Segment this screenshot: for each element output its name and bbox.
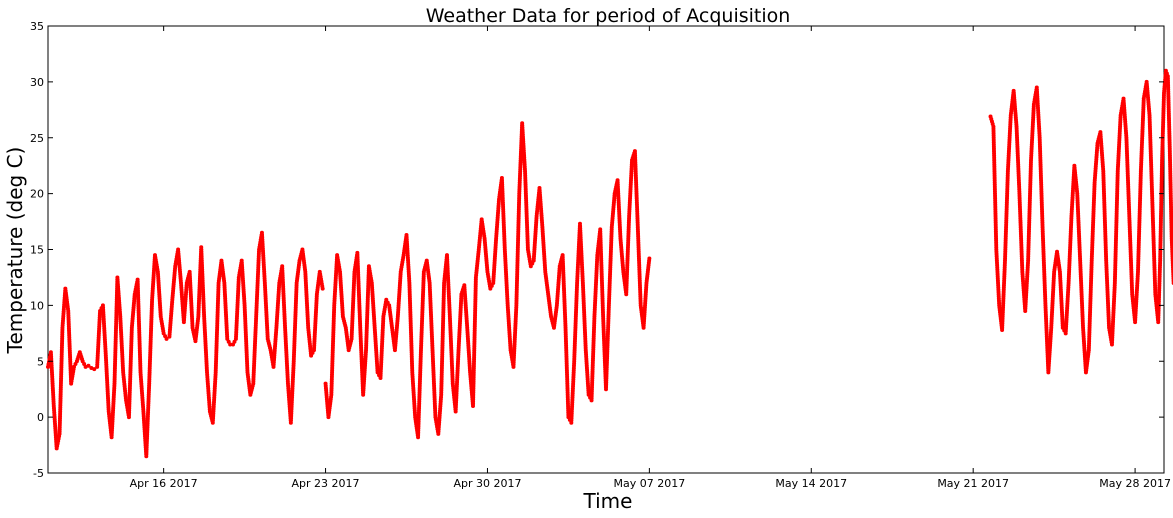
data-point <box>647 256 652 261</box>
plot-frame <box>47 25 1165 474</box>
data-point <box>320 286 325 291</box>
data-point <box>92 367 97 372</box>
data-point <box>164 336 169 341</box>
data-points <box>46 68 1173 459</box>
data-point <box>228 342 233 347</box>
data-point <box>86 363 91 368</box>
